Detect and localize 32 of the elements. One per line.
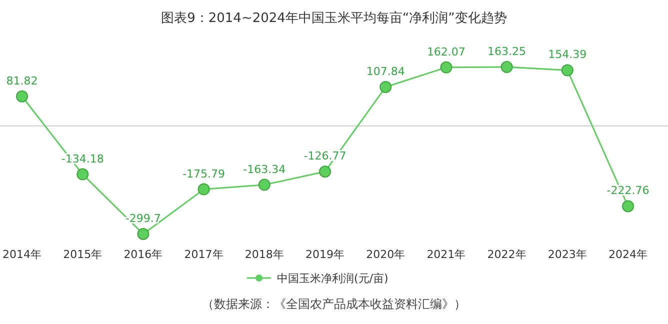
point — [319, 166, 331, 178]
chart-title: 图表9：2014~2024年中国玉米平均每亩“净利润”变化趋势 — [161, 10, 507, 26]
data-label: 107.84 — [366, 64, 405, 78]
point — [137, 228, 150, 240]
x-tick-label: 2014年 — [2, 248, 42, 261]
x-tick-label: 2020年 — [366, 248, 406, 261]
text: （数据来源：《全国农产品成本收益资料汇编》） — [202, 297, 466, 311]
point — [622, 200, 634, 212]
x-tick-label: 2016年 — [124, 248, 163, 261]
data-label: 163.25 — [488, 45, 526, 58]
data-label: -175.79 — [182, 167, 226, 180]
point — [16, 90, 28, 102]
data-label: 162.07 — [426, 45, 466, 58]
data-label: 81.82 — [6, 74, 38, 88]
point — [380, 80, 392, 93]
x-tick-label: 2019年 — [306, 248, 344, 261]
legend-label: 中国玉米净利润(元/亩) — [277, 272, 388, 285]
x-tick-label: 2017年 — [184, 248, 224, 261]
x-tick-label: 2022年 — [487, 248, 526, 261]
data-label: 154.39 — [548, 48, 587, 62]
x-tick-label: 2023年 — [548, 248, 587, 261]
data-label: -163.34 — [243, 162, 286, 176]
point — [76, 168, 89, 180]
point — [198, 183, 210, 196]
point — [258, 178, 270, 191]
x-tick-label: 2024年 — [608, 248, 648, 261]
x-tick-label: 2015年 — [63, 248, 102, 261]
x-tick-label: 2018年 — [244, 248, 284, 261]
x-tick-label: 2021年 — [426, 248, 466, 261]
point — [500, 61, 513, 73]
point — [440, 61, 452, 74]
point — [561, 64, 574, 76]
